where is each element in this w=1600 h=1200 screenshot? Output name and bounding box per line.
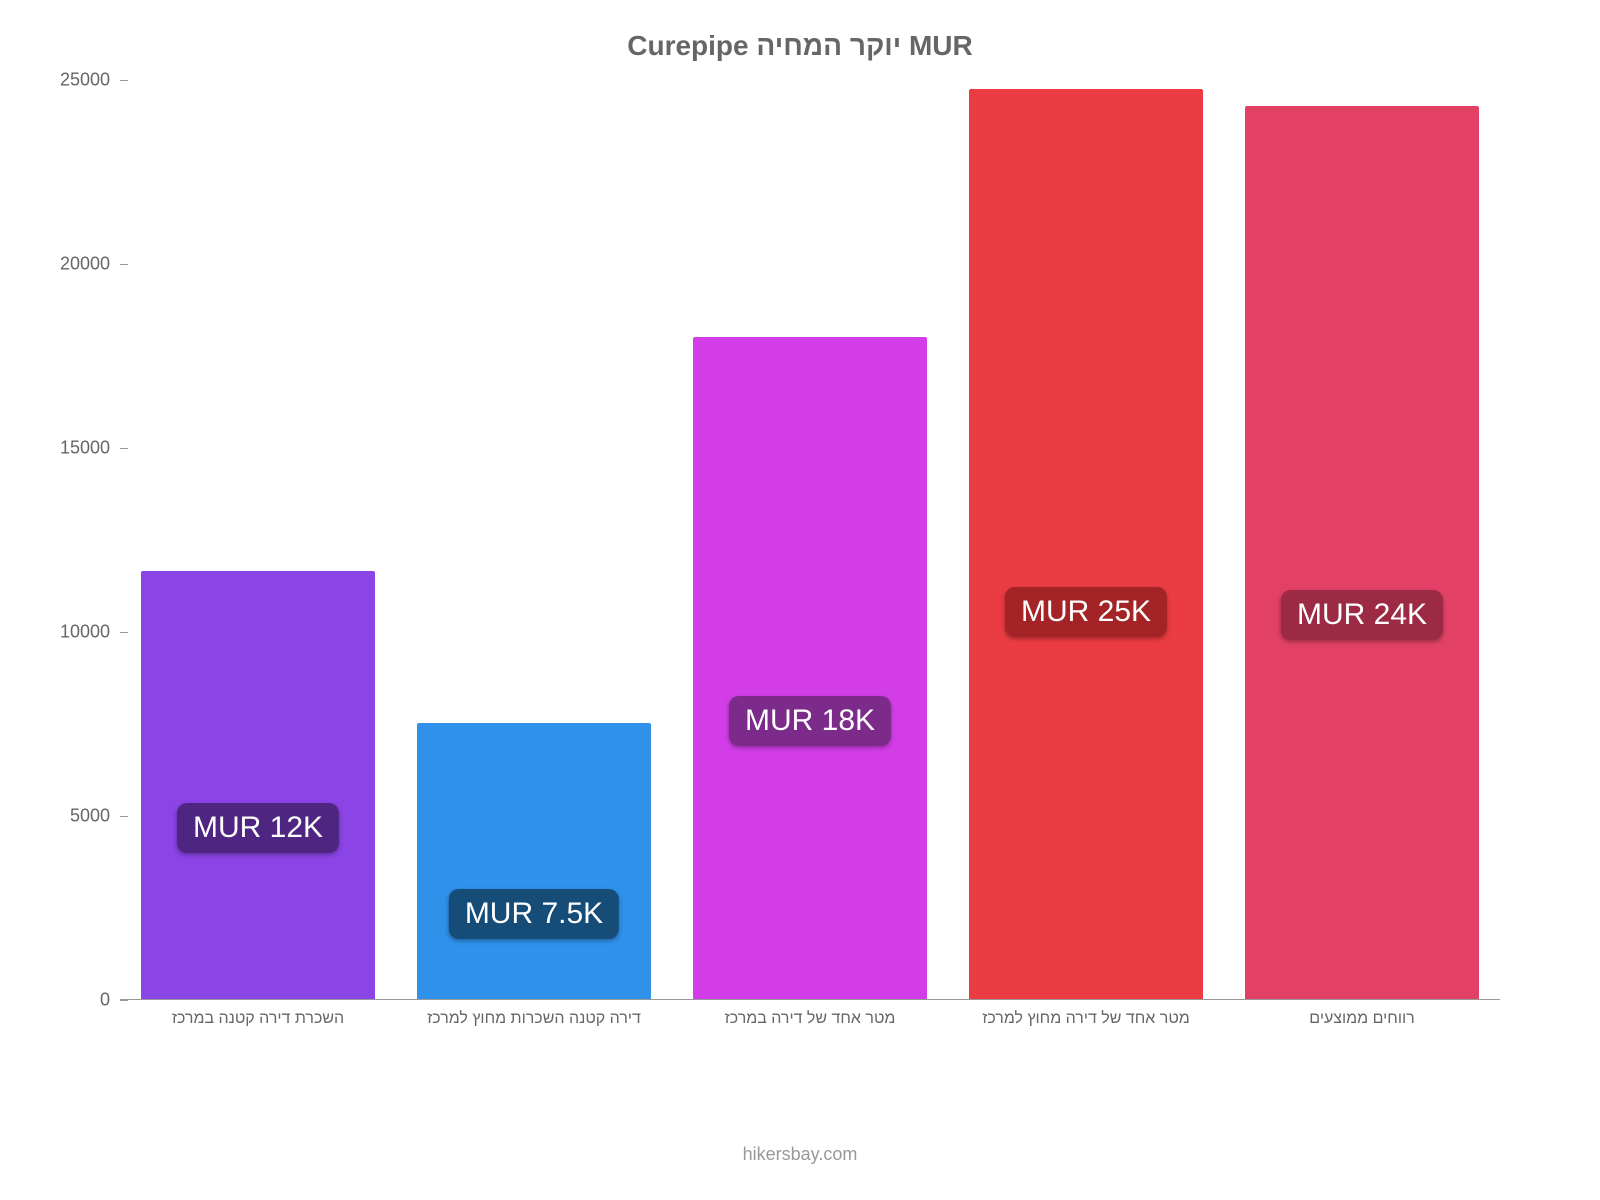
x-tick-label: רווחים ממוצעים [1224,1010,1500,1028]
plot-area: MUR 12K MUR 7.5K MUR 18K MUR 25K MUR 24K [120,80,1500,1000]
source-label: hikersbay.com [40,1144,1560,1165]
x-tick-label: מטר אחד של דירה מחוץ למרכז [948,1010,1224,1028]
bar-value-label: MUR 25K [1005,587,1167,637]
y-tick-label: 20000 [60,254,110,275]
bar: MUR 24K [1245,106,1480,999]
y-axis: 0500010000150002000025000 [40,80,120,1000]
bars-group: MUR 12K MUR 7.5K MUR 18K MUR 25K MUR 24K [120,80,1500,999]
y-tick-label: 15000 [60,438,110,459]
x-tick-label: דירה קטנה השכרות מחוץ למרכז [396,1010,672,1028]
y-tick-label: 10000 [60,622,110,643]
x-tick-label: מטר אחד של דירה במרכז [672,1010,948,1028]
bar-slot: MUR 12K [120,80,396,999]
bar-value-label: MUR 7.5K [449,889,619,939]
bar-value-label: MUR 12K [177,803,339,853]
y-tick-mark [120,816,128,817]
bar-slot: MUR 25K [948,80,1224,999]
x-tick-label: השכרת דירה קטנה במרכז [120,1010,396,1028]
y-tick-mark [120,1000,128,1001]
y-tick-label: 0 [100,990,110,1011]
y-tick-mark [120,264,128,265]
bar-slot: MUR 18K [672,80,948,999]
bar: MUR 18K [693,337,928,999]
y-tick-mark [120,80,128,81]
chart-title: Curepipe יוקר המחיה MUR [40,20,1560,77]
bar-value-label: MUR 24K [1281,590,1443,640]
bar-slot: MUR 7.5K [396,80,672,999]
bar-slot: MUR 24K [1224,80,1500,999]
y-tick-mark [120,632,128,633]
y-tick-label: 25000 [60,70,110,91]
bar-value-label: MUR 18K [729,696,891,746]
y-tick-mark [120,448,128,449]
bar: MUR 12K [141,571,376,999]
bar: MUR 7.5K [417,723,652,999]
chart-container: Curepipe יוקר המחיה MUR 0 5000 10000 15000 2… [40,20,1560,1180]
bar: MUR 25K [969,89,1204,999]
y-tick-label: 5000 [70,806,110,827]
x-axis-labels: השכרת דירה קטנה במרכזדירה קטנה השכרות מח… [120,1010,1500,1028]
